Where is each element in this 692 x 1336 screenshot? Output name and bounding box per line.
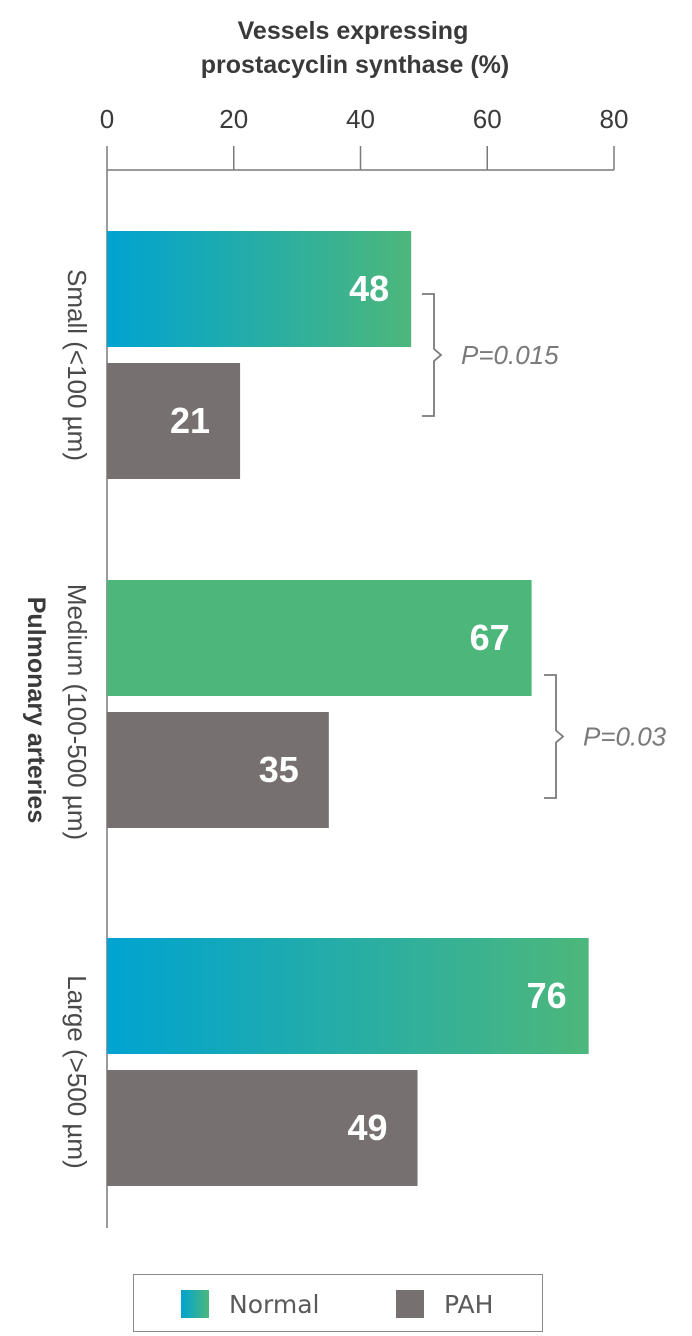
bar-value-label-normal: 67 (470, 617, 510, 658)
y-axis-label: Pulmonary arteries (22, 597, 50, 824)
chart-title-line-1: Vessels expressing (238, 17, 469, 45)
bar-pah (107, 1070, 418, 1186)
category-label: Large (>500 µm) (62, 975, 92, 1168)
bar-value-label-normal: 76 (527, 975, 567, 1016)
x-tick-label: 40 (346, 104, 375, 134)
bar-normal (107, 580, 532, 696)
x-tick-label: 80 (600, 104, 629, 134)
legend-label-pah: PAH (444, 1289, 494, 1319)
bar-value-label-pah: 35 (259, 749, 299, 790)
category-label: Small (<100 µm) (62, 269, 92, 461)
chart: Vessels expressing prostacyclin synthase… (22, 17, 667, 1228)
bar-value-label-pah: 49 (347, 1107, 387, 1148)
category-label: Medium (100-500 µm) (62, 584, 92, 840)
p-value-annotation: P=0.015 (461, 340, 559, 370)
legend-swatch-pah (396, 1290, 424, 1318)
x-tick-label: 60 (473, 104, 502, 134)
significance-bracket (544, 674, 565, 799)
legend-label-normal: Normal (229, 1289, 320, 1319)
x-tick-label: 0 (100, 104, 114, 134)
bar-value-label-normal: 48 (349, 268, 389, 309)
legend-item-pah: PAH (396, 1275, 493, 1333)
chart-title-line-2: prostacyclin synthase (%) (201, 51, 509, 79)
legend: Normal PAH (133, 1274, 543, 1332)
bar-normal (107, 231, 412, 347)
legend-item-normal: Normal (181, 1275, 319, 1333)
bar-pah (107, 712, 329, 828)
significance-bracket (422, 293, 443, 417)
x-tick-label: 20 (219, 104, 248, 134)
bar-normal (107, 938, 589, 1054)
bar-pah (107, 363, 241, 479)
bar-value-label-pah: 21 (170, 400, 210, 441)
p-value-annotation: P=0.03 (583, 722, 667, 752)
legend-swatch-normal (181, 1290, 209, 1318)
